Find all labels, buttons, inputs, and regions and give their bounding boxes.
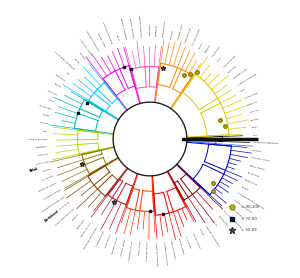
Text: Australian Terrier: Australian Terrier <box>129 240 134 261</box>
Text: Briard: Briard <box>74 59 80 65</box>
Text: Dachshund: Dachshund <box>44 209 60 223</box>
Text: Rhodesian Ridgeback: Rhodesian Ridgeback <box>253 142 278 144</box>
Text: Pharaoh Hound: Pharaoh Hound <box>251 157 269 162</box>
Text: Norfolk Terrier: Norfolk Terrier <box>121 239 126 256</box>
Text: Pekingese: Pekingese <box>35 146 48 148</box>
Text: Vizsla: Vizsla <box>212 221 217 227</box>
Text: Dingo: Dingo <box>252 126 259 128</box>
Text: Ibizan Hound: Ibizan Hound <box>249 165 265 170</box>
Text: Golden Retriever: Golden Retriever <box>228 205 244 219</box>
Text: Kuvasz: Kuvasz <box>53 84 61 89</box>
Text: Basenji: Basenji <box>251 118 260 121</box>
Text: Scottish Terrier: Scottish Terrier <box>96 231 105 247</box>
Text: Rottweiler: Rottweiler <box>155 24 157 36</box>
Text: Saluki: Saluki <box>218 56 223 62</box>
Text: Irish Wolfhound: Irish Wolfhound <box>192 28 201 46</box>
Text: Soft Coated Wheaten: Soft Coated Wheaten <box>55 208 74 226</box>
Text: Flat-coated Retriever: Flat-coated Retriever <box>223 210 242 229</box>
Text: German Shorthaired: German Shorthaired <box>205 225 220 246</box>
Text: Irish Setter: Irish Setter <box>185 235 191 248</box>
Text: Newfoundland: Newfoundland <box>163 20 166 37</box>
Text: English Setter: English Setter <box>178 238 183 254</box>
Text: Australian Cattle: Australian Cattle <box>79 38 92 55</box>
Text: German Shepherd: German Shepherd <box>138 15 141 37</box>
Text: Lhasa Apso: Lhasa Apso <box>36 161 50 165</box>
Text: Labrador Retriever: Labrador Retriever <box>233 199 252 213</box>
Text: Belgian Tervuren: Belgian Tervuren <box>129 18 134 38</box>
Circle shape <box>119 108 181 170</box>
Text: Old English Sheepdog: Old English Sheepdog <box>54 52 74 70</box>
Text: Shetland Sheepdog: Shetland Sheepdog <box>102 22 112 44</box>
Text: Maltese: Maltese <box>43 168 52 172</box>
Text: Chow Chow: Chow Chow <box>244 93 257 99</box>
Text: Whippet: Whippet <box>205 44 212 53</box>
Text: Bullmastiff: Bullmastiff <box>39 105 52 110</box>
Text: Shih Tzu: Shih Tzu <box>38 154 49 156</box>
Text: Beagle: Beagle <box>241 186 249 191</box>
Text: Boxer: Boxer <box>47 99 54 102</box>
Text: Bulldog: Bulldog <box>39 122 49 124</box>
Text: = 70-89: = 70-89 <box>241 217 257 221</box>
Text: Portuguese Water Dog: Portuguese Water Dog <box>42 196 65 212</box>
Text: Doberman: Doberman <box>148 24 149 36</box>
Text: Yorkshire Terrier: Yorkshire Terrier <box>147 242 149 261</box>
Text: Anatolian: Anatolian <box>47 90 58 95</box>
Text: Afghan Hound: Afghan Hound <box>223 55 236 68</box>
Text: Airedale: Airedale <box>72 213 80 221</box>
Text: Weimaraner: Weimaraner <box>218 216 228 227</box>
Text: Balali: Balali <box>28 167 39 173</box>
Text: Bedlington: Bedlington <box>76 218 85 229</box>
Text: Borzoi: Borzoi <box>199 42 203 49</box>
Text: Border Terrier: Border Terrier <box>81 223 92 237</box>
Text: Siberian Husky: Siberian Husky <box>233 68 248 79</box>
Text: Belgian Sheepdog: Belgian Sheepdog <box>120 18 126 39</box>
Text: Bernese: Bernese <box>170 29 173 38</box>
Text: Chesapeake Bay Retriever: Chesapeake Bay Retriever <box>237 192 265 210</box>
Text: Kerry Blue: Kerry Blue <box>59 202 70 210</box>
Text: Mastiff: Mastiff <box>42 114 50 117</box>
Text: Alaskan Malamute: Alaskan Malamute <box>237 73 257 86</box>
Text: Shiba Inu: Shiba Inu <box>247 101 258 106</box>
Text: Standard Poodle: Standard Poodle <box>44 189 61 200</box>
Text: Silky Terrier: Silky Terrier <box>139 241 141 255</box>
Text: Giant Schnauzer: Giant Schnauzer <box>170 239 176 259</box>
Text: Collie: Collie <box>116 35 119 41</box>
Text: Bloodhound: Bloodhound <box>244 179 258 186</box>
Text: West Highland White: West Highland White <box>84 227 98 249</box>
Text: Australian Shepherd: Australian Shepherd <box>85 29 98 51</box>
Text: Gordon Setter: Gordon Setter <box>192 232 200 248</box>
Text: Pointer: Pointer <box>199 229 204 237</box>
Text: Bouvier: Bouvier <box>79 52 86 60</box>
Text: Greater Swiss: Greater Swiss <box>178 24 183 40</box>
Text: Saint Bernard: Saint Bernard <box>185 27 192 43</box>
Text: Miniature Schnauzer: Miniature Schnauzer <box>155 242 158 266</box>
Text: Miniature Poodle: Miniature Poodle <box>39 183 58 192</box>
Text: Basenji2: Basenji2 <box>252 150 262 152</box>
Text: Standard Schnauzer: Standard Schnauzer <box>163 241 167 265</box>
Text: French Bulldog: French Bulldog <box>29 138 47 140</box>
Text: Wolf: Wolf <box>253 135 258 136</box>
Text: Toy Poodle: Toy Poodle <box>42 176 54 181</box>
Text: Norwich Terrier: Norwich Terrier <box>112 237 119 254</box>
Text: = 50-69: = 50-69 <box>241 228 256 232</box>
Text: = 90-100: = 90-100 <box>241 205 259 210</box>
Text: Komondor: Komondor <box>54 75 65 82</box>
Text: Akita: Akita <box>241 88 247 92</box>
Text: Greyhound: Greyhound <box>212 46 220 58</box>
Text: Samoyed: Samoyed <box>228 65 238 73</box>
Text: Shar Pei: Shar Pei <box>249 110 259 113</box>
Text: Cairn Terrier: Cairn Terrier <box>105 234 112 248</box>
Text: Border Collie: Border Collie <box>97 33 105 47</box>
Text: Puli: Puli <box>65 73 70 76</box>
Text: Dachshund: Dachshund <box>247 172 260 177</box>
Text: Pug: Pug <box>43 131 48 132</box>
